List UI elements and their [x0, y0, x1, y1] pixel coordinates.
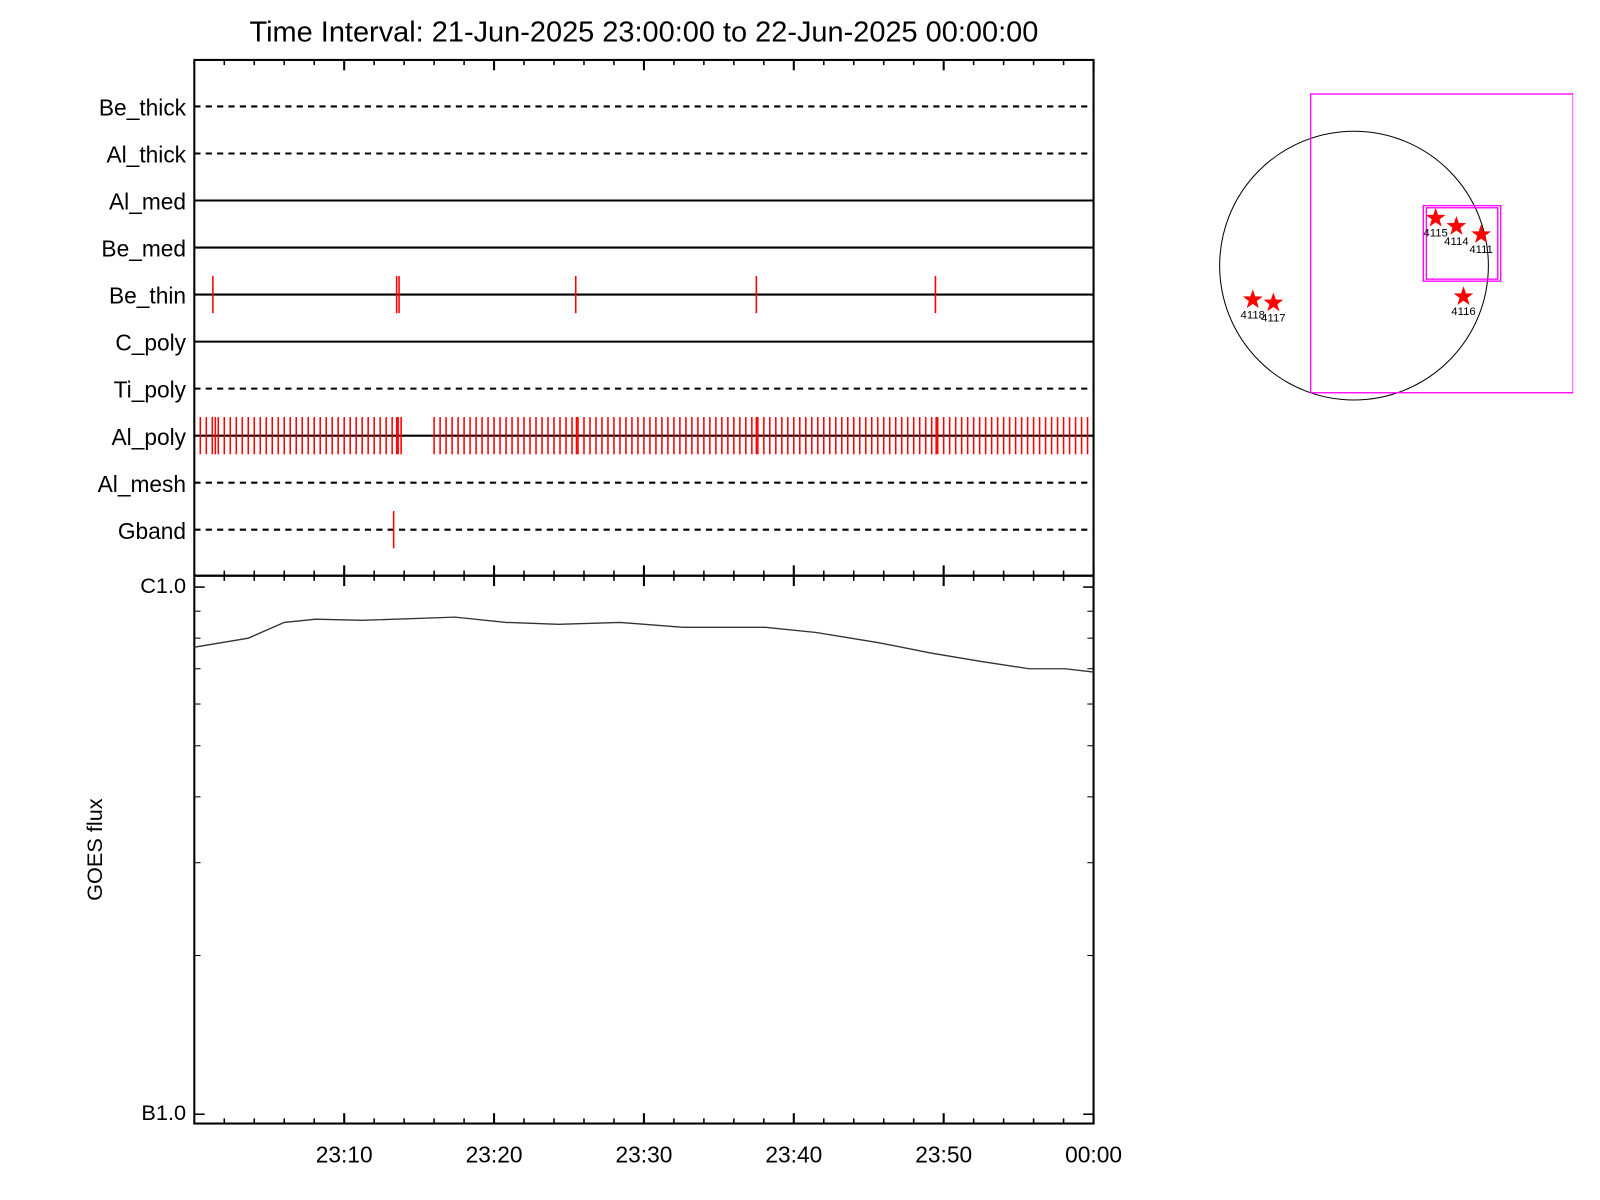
- region-label: 4116: [1451, 306, 1475, 318]
- filter-label: Al_med: [109, 189, 186, 215]
- region-star: [1242, 289, 1263, 309]
- filter-label: Gband: [118, 518, 186, 544]
- plot-frame: [193, 58, 1095, 577]
- plot-root: Time Interval: 21-Jun-2025 23:00:00 to 2…: [82, 17, 1574, 1168]
- x-tick-label: 23:10: [316, 1142, 373, 1168]
- x-tick-label: 23:50: [915, 1142, 972, 1168]
- filter-label: Be_med: [101, 236, 186, 262]
- region-star: [1446, 216, 1467, 235]
- x-tick-label: 23:40: [765, 1142, 822, 1168]
- filter-label: Al_poly: [112, 424, 187, 450]
- filter-label: Ti_poly: [114, 377, 187, 403]
- filter-label: Al_thick: [106, 142, 186, 168]
- goes-curve: [194, 616, 1094, 673]
- y-tick-label: C1.0: [140, 573, 186, 598]
- region-label: 4115: [1423, 228, 1447, 240]
- x-tick-label: 23:30: [616, 1142, 673, 1168]
- filter-label: Be_thin: [109, 283, 186, 309]
- filter-label: Al_mesh: [98, 471, 186, 497]
- region-label: 4117: [1261, 312, 1285, 324]
- region-label: 4118: [1241, 309, 1265, 321]
- region-star: [1263, 292, 1284, 312]
- filter-label: C_poly: [115, 330, 186, 356]
- region-label: 4114: [1444, 236, 1468, 248]
- x-tick-label: 23:20: [466, 1142, 523, 1168]
- region-star: [1453, 286, 1474, 306]
- chart-title: Time Interval: 21-Jun-2025 23:00:00 to 2…: [250, 17, 1039, 49]
- fov-box: [1309, 93, 1574, 394]
- region-star: [1471, 224, 1491, 243]
- fov-box: [1422, 204, 1502, 282]
- x-tick-label: 00:00: [1065, 1142, 1122, 1168]
- solar-disk: [1219, 130, 1489, 401]
- y-axis-label: GOES flux: [82, 798, 107, 901]
- fov-box: [1425, 207, 1499, 280]
- y-tick-label: B1.0: [141, 1100, 186, 1125]
- region-label: 4111: [1469, 244, 1493, 256]
- region-star: [1425, 207, 1446, 227]
- filter-label: Be_thick: [99, 95, 187, 121]
